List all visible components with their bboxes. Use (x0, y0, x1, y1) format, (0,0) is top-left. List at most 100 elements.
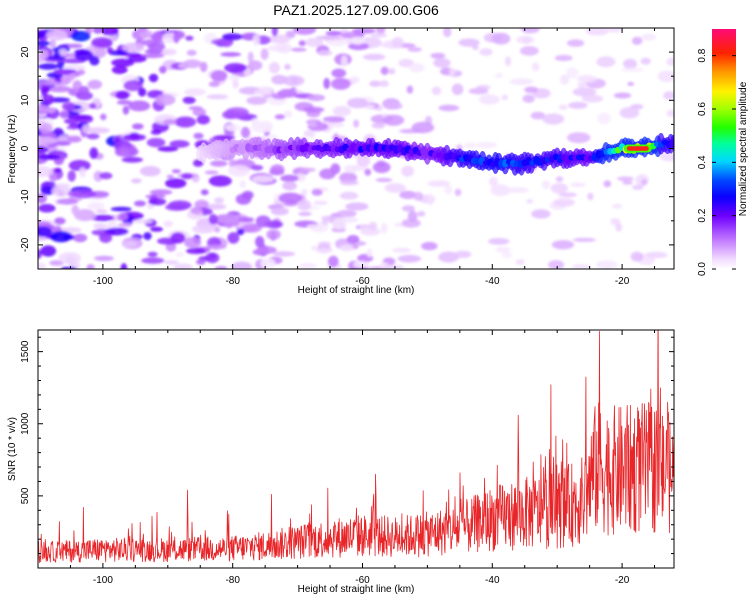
spectrogram-noise-blob (121, 240, 138, 248)
spectrogram-noise-blob (328, 122, 345, 128)
spectrogram-noise-blob (554, 54, 573, 62)
spectrogram-noise-blob (49, 173, 57, 183)
spectrogram-noise-blob (585, 28, 609, 36)
spectrogram-noise-blob (340, 216, 359, 223)
spectrogram-noise-blob (111, 58, 135, 67)
spectrogram-noise-blob (505, 56, 511, 67)
spectrogram-noise-blob (117, 222, 132, 228)
spectrogram-noise-blob (115, 90, 130, 100)
spectrogram-noise-blob (38, 220, 51, 226)
spectrogram-noise-blob (641, 33, 657, 41)
spectrogram-ytick-label: -20 (20, 237, 31, 252)
spectrogram-noise-blob (77, 69, 86, 76)
spectrogram-noise-blob (318, 241, 331, 247)
spectrogram-xtick-label: -100 (93, 276, 113, 287)
spectrogram-noise-blob (224, 63, 247, 73)
spectrogram-noise-blob (248, 60, 263, 71)
spectrogram-noise-blob (371, 122, 386, 129)
spectrogram-noise-blob (120, 263, 128, 269)
spectrogram-noise-blob (487, 238, 510, 245)
spectrogram-noise-blob (548, 260, 565, 269)
spectrogram-noise-blob (364, 168, 372, 176)
spectrogram-noise-blob (571, 264, 591, 269)
spectrogram-noise-blob (438, 104, 460, 112)
colorbar: 0.0 0.2 0.4 0.6 0.8 Normalized spectral ampl… (697, 29, 749, 276)
spectrogram-noise-blob (38, 104, 50, 115)
spectrogram-noise-blob (495, 72, 504, 79)
spectrogram-noise-blob (475, 141, 498, 149)
snr-xtick-label: -80 (225, 575, 240, 586)
spectrogram-noise-blob (551, 240, 575, 250)
spectrogram-noise-blob (251, 164, 264, 171)
spectrogram-noise-blob (566, 67, 579, 79)
spectrogram-noise-blob (596, 260, 618, 269)
spectrogram-noise-blob (381, 264, 404, 269)
spectrogram-noise-blob (89, 147, 99, 159)
spectrogram-noise-blob (214, 266, 228, 269)
spectrogram-noise-blob (147, 42, 166, 51)
spectrogram-noise-blob (40, 80, 61, 85)
spectrogram-noise-blob (271, 28, 278, 37)
spectrogram-ridge-core (669, 139, 674, 148)
spectrogram-noise-blob (241, 223, 262, 233)
spectrogram-noise-blob (208, 214, 218, 225)
spectrogram-noise-blob (148, 198, 167, 206)
spectrogram-noise-blob (141, 257, 165, 264)
spectrogram-noise-blob (165, 203, 189, 211)
spectrogram-noise-blob (68, 43, 83, 49)
spectrogram-noise-blob (268, 61, 280, 74)
spectrogram-noise-blob (317, 50, 333, 56)
spectrogram-noise-blob (284, 110, 293, 118)
spectrogram-noise-blob (255, 215, 271, 228)
spectrogram-noise-blob (340, 55, 348, 68)
colorbar-tick-label: 0.8 (697, 48, 708, 62)
spectrogram-noise-blob (38, 203, 56, 213)
spectrogram-noise-blob (444, 185, 453, 195)
spectrogram-noise-blob (454, 188, 462, 197)
colorbar-ticks: 0.0 0.2 0.4 0.6 0.8 (697, 48, 736, 276)
spectrogram-noise-blob (375, 177, 393, 183)
spectrogram-noise-blob (38, 193, 47, 204)
spectrogram-noise-blob (62, 65, 86, 71)
spectrogram-noise-blob (316, 35, 341, 40)
spectrogram-noise-blob (306, 224, 323, 229)
spectrogram-noise-blob (558, 104, 568, 110)
spectrogram-noise-blob (531, 62, 540, 72)
spectrogram-noise-blob (76, 91, 93, 101)
spectrogram-noise-blob (501, 252, 513, 259)
spectrogram-noise-blob (149, 189, 173, 196)
spectrogram-noise-blob (38, 146, 49, 154)
spectrogram-noise-blob (505, 187, 529, 194)
spectrogram-noise-blob (568, 101, 588, 109)
spectrogram-noise-blob (243, 67, 252, 77)
spectrogram-noise-blob (104, 227, 129, 236)
spectrogram-noise-blob (99, 232, 113, 243)
spectrogram-noise-blob (299, 167, 316, 172)
spectrogram-noise-blob (49, 260, 64, 266)
spectrogram-noise-blob (208, 81, 220, 87)
spectrogram-noise-blob (339, 244, 354, 252)
spectrogram-noise-blob (253, 88, 272, 96)
spectrogram-noise-blob (348, 42, 370, 51)
colorbar-tick-label: 0.0 (697, 262, 708, 276)
spectrogram-noise-blob (576, 74, 598, 83)
spectrogram-noise-blob (94, 255, 114, 261)
spectrogram-noise-blob (148, 73, 159, 83)
spectrogram-noise-blob (138, 28, 148, 33)
spectrogram-noise-blob (311, 189, 323, 196)
spectrogram-noise-blob (641, 179, 648, 186)
spectrogram-noise-blob (138, 87, 147, 97)
spectrogram-ytick-label: 0 (20, 145, 31, 151)
spectrogram-noise-blob (128, 54, 147, 63)
spectrogram-noise-blob (88, 103, 97, 109)
spectrogram-noise-blob (347, 97, 369, 109)
spectrogram-noise-blob (134, 200, 146, 207)
spectrogram-noise-blob (323, 116, 345, 123)
spectrogram-noise-blob (307, 121, 317, 128)
spectrogram-noise-blob (79, 167, 86, 178)
spectrogram-noise-blob (277, 88, 297, 98)
spectrogram-noise-blob (78, 86, 90, 95)
spectrogram-noise-blob (313, 200, 328, 205)
spectrogram-noise-blob (182, 59, 202, 69)
